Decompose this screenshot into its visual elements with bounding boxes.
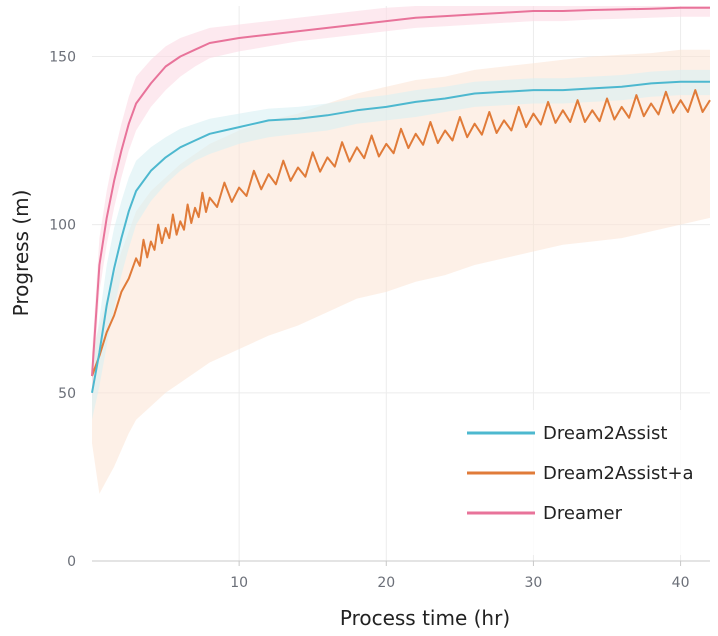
line-dreamer [91,6,710,377]
y-tick-label: 0 [67,554,76,570]
y-tick-labels: 0 50 100 150 [49,49,76,570]
confidence-bands [92,6,710,494]
legend: Dream2Assist Dream2Assist+a Dreamer [455,410,705,555]
y-tick-label: 100 [49,218,76,234]
y-axis-title: Progress (m) [9,190,33,317]
x-tick-label: 10 [230,575,248,591]
x-tick-labels: 10 20 30 40 [230,561,689,591]
x-tick-label: 20 [377,575,395,591]
band-dream2assist-a [92,49,710,494]
y-tick-label: 50 [58,386,76,402]
legend-label: Dreamer [543,503,623,524]
series-lines [91,6,711,393]
x-tick-label: 30 [525,575,543,591]
legend-label: Dream2Assist+a [543,463,694,484]
legend-label: Dream2Assist [543,423,667,444]
line-dream2assist [91,80,710,393]
x-tick-label: 40 [672,575,690,591]
y-tick-label: 150 [49,49,76,65]
line-dream2assist-a [91,89,711,377]
x-axis-title: Process time (hr) [340,606,510,630]
